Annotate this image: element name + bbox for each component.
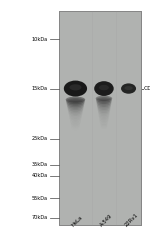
Text: 40kDa: 40kDa [32, 173, 48, 178]
Ellipse shape [97, 102, 111, 107]
Ellipse shape [98, 106, 110, 111]
Ellipse shape [68, 106, 83, 112]
Ellipse shape [68, 107, 83, 113]
Text: 15kDa: 15kDa [32, 86, 48, 91]
Ellipse shape [69, 84, 81, 90]
Ellipse shape [96, 96, 112, 101]
Ellipse shape [124, 86, 133, 90]
Ellipse shape [94, 81, 114, 96]
Text: 35kDa: 35kDa [32, 162, 48, 167]
Ellipse shape [99, 85, 109, 90]
Text: 22Rv1: 22Rv1 [123, 212, 139, 228]
Text: 10kDa: 10kDa [32, 37, 48, 42]
Text: CD59: CD59 [143, 86, 150, 91]
Ellipse shape [68, 108, 83, 114]
Ellipse shape [98, 109, 110, 114]
Ellipse shape [96, 100, 111, 106]
Text: 70kDa: 70kDa [32, 215, 48, 220]
Ellipse shape [67, 104, 84, 110]
Ellipse shape [97, 105, 111, 110]
Ellipse shape [64, 80, 87, 96]
Ellipse shape [96, 99, 112, 104]
Ellipse shape [97, 103, 111, 108]
Ellipse shape [66, 100, 85, 106]
FancyBboxPatch shape [58, 11, 141, 225]
Ellipse shape [67, 101, 84, 107]
Ellipse shape [96, 97, 112, 103]
Text: A-549: A-549 [99, 213, 113, 228]
Ellipse shape [66, 98, 85, 104]
Ellipse shape [121, 83, 136, 94]
Ellipse shape [98, 108, 110, 113]
Text: 25kDa: 25kDa [32, 137, 48, 141]
Ellipse shape [67, 103, 84, 109]
Ellipse shape [66, 96, 85, 103]
Text: 55kDa: 55kDa [32, 196, 48, 200]
Text: HeLa: HeLa [70, 215, 83, 228]
